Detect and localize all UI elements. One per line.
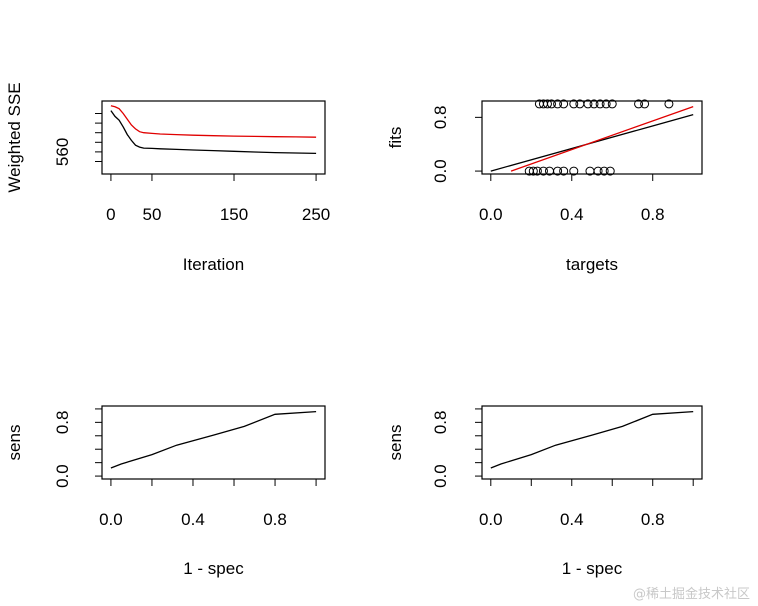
x-tick-label: 0.8 [263,510,287,529]
point-target-1 [595,99,605,109]
y-tick-label: 0.8 [431,411,450,435]
x-axis-label: Iteration [183,255,244,274]
series-line-black [110,110,317,155]
y-tick-label: 560 [53,138,72,166]
point-target-1 [569,99,579,109]
panel-2: 0.0 0.4 0.8 0.0 0.8 targets fits [386,99,703,274]
point-target-0 [605,166,615,176]
x-tick-label: 250 [302,205,330,224]
series-line-roc [490,410,694,469]
point-target-0 [599,166,609,176]
point-target-1 [601,99,611,109]
point-target-1 [589,99,599,109]
series-line-red [110,105,317,138]
x-axis-label: targets [566,255,618,274]
plot-frame [481,405,703,480]
plot-frame [481,100,703,175]
y-tick-label: 0.0 [431,159,450,183]
series-line-roc [110,410,317,469]
plot-frame [101,100,326,175]
x-tick-label: 0.8 [641,205,665,224]
point-target-1 [583,99,593,109]
point-target-1 [634,99,644,109]
point-target-1 [542,99,552,109]
x-axis-label: 1 - spec [562,559,623,578]
point-target-0 [593,166,603,176]
point-target-1 [640,99,650,109]
x-tick-label: 50 [142,205,161,224]
point-target-0 [559,166,569,176]
x-tick-label: 0.4 [181,510,205,529]
x-tick-label: 0.4 [560,205,584,224]
y-tick-label: 0.0 [431,464,450,488]
panel-3: 0.0 0.4 0.8 0.0 0.8 1 - spec sens [5,405,326,578]
y-axis-label: Weighted SSE [5,82,24,192]
panel-1: 0 50 150 250 560 Iteration Weighted SSE [5,82,330,274]
panel-4: 0.0 0.4 0.8 0.0 0.8 1 - spec sens [386,405,703,578]
point-target-0 [532,166,542,176]
point-target-0 [553,166,563,176]
y-tick-label: 0.0 [53,464,72,488]
point-target-1 [607,99,617,109]
y-tick-label: 0.8 [431,106,450,130]
y-tick-label: 0.8 [53,411,72,435]
x-tick-label: 0.0 [479,510,503,529]
x-tick-label: 0.4 [560,510,584,529]
x-tick-label: 0.8 [641,510,665,529]
fit-line-red [510,105,694,172]
y-axis-label: fits [386,127,405,149]
point-target-1 [559,99,569,109]
x-axis-label: 1 - spec [183,559,244,578]
point-target-1 [547,99,557,109]
point-target-0 [538,166,548,176]
x-tick-label: 0.0 [99,510,123,529]
y-axis-label: sens [386,425,405,461]
x-tick-label: 0.0 [479,205,503,224]
point-target-0 [528,166,538,176]
point-target-1 [664,99,674,109]
point-target-0 [569,166,579,176]
watermark: @稀土掘金技术社区 [632,587,750,602]
x-tick-label: 0 [106,205,115,224]
x-tick-label: 150 [220,205,248,224]
plot-frame [101,405,326,480]
y-axis-label: sens [5,425,24,461]
point-target-1 [553,99,563,109]
